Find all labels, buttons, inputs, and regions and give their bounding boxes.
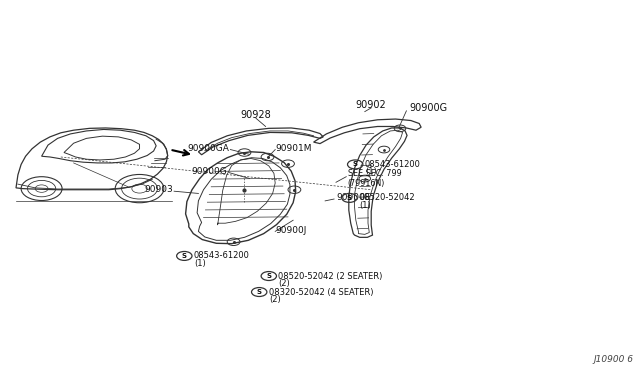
Text: 90902: 90902	[356, 100, 387, 110]
Text: S: S	[266, 273, 271, 279]
Text: 08543-61200: 08543-61200	[194, 251, 250, 260]
Text: 08320-52042 (4 SEATER): 08320-52042 (4 SEATER)	[269, 288, 373, 296]
Text: (1): (1)	[365, 167, 376, 176]
Text: 90901M: 90901M	[275, 144, 312, 153]
Text: 90903: 90903	[144, 185, 173, 194]
Text: 90900G: 90900G	[410, 103, 448, 113]
Text: 90900G: 90900G	[191, 167, 227, 176]
Text: 08543-61200: 08543-61200	[365, 160, 420, 169]
Text: (1): (1)	[194, 259, 205, 268]
Text: (2): (2)	[269, 295, 280, 304]
Text: S: S	[182, 253, 187, 259]
Text: S: S	[257, 289, 262, 295]
Text: 08520-52042 (2 SEATER): 08520-52042 (2 SEATER)	[278, 272, 383, 280]
Text: 90900GA: 90900GA	[188, 144, 229, 153]
Text: J10900 6: J10900 6	[594, 355, 634, 364]
Text: 90900J: 90900J	[275, 226, 307, 235]
Text: 90928: 90928	[241, 110, 271, 120]
Text: (2): (2)	[278, 279, 290, 288]
Text: 08520-52042: 08520-52042	[359, 193, 415, 202]
Text: S: S	[353, 161, 358, 167]
Text: S: S	[347, 195, 352, 201]
Text: (1): (1)	[359, 201, 371, 210]
Text: SEE SEC. 799
(79916N): SEE SEC. 799 (79916N)	[348, 169, 401, 188]
Text: 90900E: 90900E	[336, 193, 371, 202]
